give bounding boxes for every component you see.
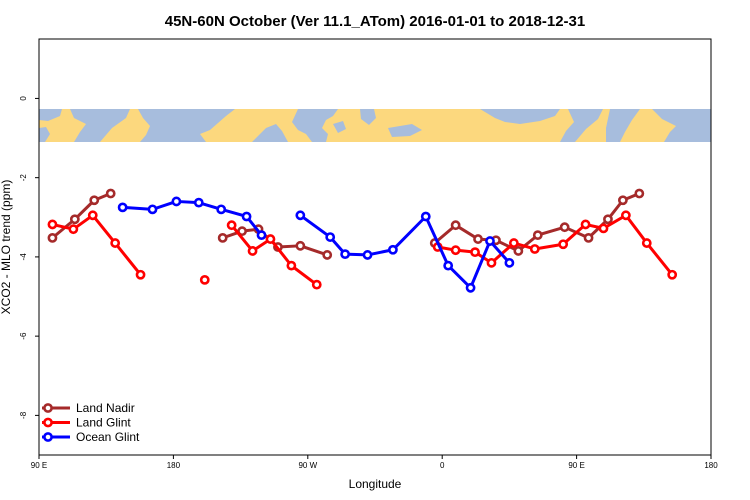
land-glint-point: [470, 247, 480, 258]
y-tick-label: -6: [19, 332, 28, 340]
ocean-glint-point: [117, 202, 128, 213]
land-nadir-point: [603, 214, 613, 225]
land-glint-point: [199, 274, 210, 285]
land-glint-point: [450, 245, 461, 256]
y-tick-label: -2: [19, 174, 28, 182]
land-glint-point: [311, 279, 322, 290]
land-glint-point: [508, 238, 519, 248]
x-axis: 90 E 180 90 W 0 90 E 180: [31, 455, 718, 470]
legend-label: Ocean Glint: [76, 430, 140, 444]
ocean-glint-point: [241, 211, 252, 222]
x-tick-label: 180: [704, 461, 718, 470]
land-nadir-point: [89, 195, 100, 206]
ocean-glint-point: [420, 211, 431, 222]
ocean-glint-point: [256, 230, 267, 241]
land-glint-point: [226, 220, 237, 231]
series-land-nadir: [47, 188, 645, 260]
land-nadir-point: [634, 188, 645, 199]
land-glint-point: [667, 269, 678, 280]
land-glint-point: [247, 246, 258, 256]
land-nadir-point: [322, 250, 333, 260]
ocean-glint-point: [340, 249, 351, 260]
legend-swatch-marker: [43, 417, 53, 428]
series-layer: [47, 188, 678, 293]
land-glint-point: [47, 219, 58, 230]
x-tick-label: 90 E: [31, 461, 47, 470]
ocean-glint-point: [325, 232, 336, 242]
land-nadir-point: [105, 188, 116, 199]
ocean-glint-point: [443, 260, 454, 271]
land-nadir-point: [559, 222, 570, 233]
x-tick-label: 90 W: [298, 461, 317, 470]
land-glint-point: [620, 210, 631, 221]
ocean-glint-point: [362, 250, 373, 260]
series-ocean-glint: [117, 196, 515, 293]
land-nadir-point: [617, 195, 628, 206]
legend-label: Land Nadir: [76, 401, 135, 415]
ocean-glint-line: [298, 213, 511, 290]
land-glint-point: [558, 239, 569, 250]
legend-item-ocean-glint: Ocean Glint: [42, 430, 140, 444]
land-glint-point: [135, 269, 146, 280]
x-tick-label: 0: [440, 461, 445, 470]
land-glint-point: [580, 219, 591, 230]
land-glint-point: [286, 260, 297, 271]
ocean-glint-point: [388, 244, 398, 255]
y-tick-label: -4: [19, 253, 28, 261]
land-glint-point: [87, 210, 98, 221]
ocean-glint-point: [465, 282, 476, 293]
legend-swatch-marker: [43, 432, 53, 442]
land-nadir-point: [583, 232, 594, 243]
land-glint-line: [436, 213, 674, 277]
land-glint-point: [265, 234, 276, 244]
land-glint-point: [486, 257, 497, 268]
y-tick-label: -8: [19, 411, 28, 419]
ocean-glint-point: [147, 204, 158, 215]
land-glint-point: [641, 238, 652, 248]
land-nadir-point: [473, 234, 483, 244]
legend-swatch-marker: [43, 403, 53, 413]
land-glint-point: [529, 244, 540, 254]
x-axis-title: Longitude: [349, 477, 402, 491]
ocean-glint-point: [295, 210, 306, 221]
plot-frame: [38, 38, 712, 456]
legend-item-land-nadir: Land Nadir: [42, 401, 135, 415]
legend-label: Land Glint: [76, 416, 131, 430]
y-axis: 0 -2 -4 -6 -8: [19, 96, 39, 419]
land-nadir-line: [50, 192, 113, 240]
land-glint-point: [598, 223, 609, 234]
land-nadir-point: [69, 214, 80, 225]
ocean-glint-point: [171, 196, 182, 207]
land-nadir-point: [47, 232, 58, 243]
ocean-glint-point: [216, 204, 227, 215]
land-glint-point: [110, 238, 121, 248]
map-band: [39, 109, 711, 142]
land-nadir-point: [532, 230, 543, 241]
y-axis-title: XCO2 - MLO trend (ppm): [0, 180, 13, 315]
y-tick-label: 0: [19, 96, 28, 101]
land-nadir-point: [450, 220, 461, 231]
land-nadir-point: [513, 246, 524, 256]
ocean-glint-point: [504, 257, 515, 268]
ocean-glint-point: [485, 236, 495, 246]
series-land-glint: [47, 210, 678, 290]
land-nadir-point: [217, 232, 228, 243]
land-nadir-point: [237, 226, 247, 237]
land-glint-point: [68, 224, 79, 235]
map-band-ocean: [39, 109, 711, 142]
chart-title: 45N-60N October (Ver 11.1_ATom) 2016-01-…: [165, 13, 585, 30]
land-glint-line: [50, 213, 143, 277]
land-nadir-point: [295, 240, 306, 251]
x-tick-label: 90 E: [568, 461, 584, 470]
x-tick-label: 180: [167, 461, 181, 470]
legend-item-land-glint: Land Glint: [42, 416, 131, 430]
ocean-glint-point: [193, 197, 204, 208]
